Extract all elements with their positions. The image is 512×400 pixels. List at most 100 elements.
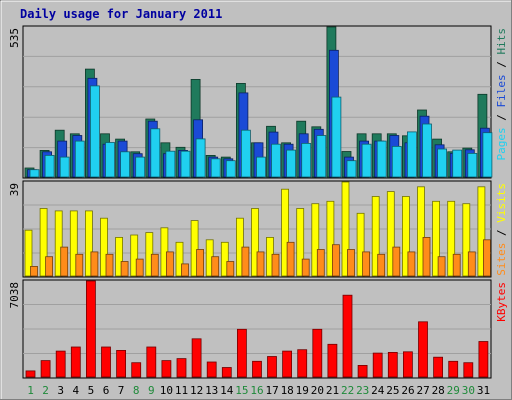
bar-kbytes-day-22 (342, 294, 353, 378)
bar-visits-day-21 (326, 200, 335, 277)
bar-visits-day-8 (130, 234, 139, 277)
bar-kbytes-day-7 (116, 349, 126, 378)
bar-visits-day-22 (341, 181, 350, 277)
bar-kbytes-day-29 (448, 360, 459, 378)
bar-pages-day-29 (452, 149, 463, 178)
x-tick-label-day-31: 31 (477, 384, 490, 397)
bar-pages-day-1 (29, 169, 40, 178)
bar-kbytes-day-30 (463, 362, 474, 378)
bar-visits-day-7 (115, 236, 123, 277)
x-tick-label-day-9: 9 (148, 384, 155, 397)
bar-kbytes-day-16 (252, 360, 262, 378)
bar-pages-day-24 (376, 140, 387, 178)
x-tick-label-day-15: 15 (235, 384, 248, 397)
bar-pages-day-22 (346, 160, 357, 178)
x-tick-label-day-13: 13 (205, 384, 218, 397)
x-tick-label-day-12: 12 (190, 384, 203, 397)
x-tick-label-day-28: 28 (432, 384, 445, 397)
bar-visits-day-26 (401, 196, 410, 277)
x-tick-label-day-10: 10 (160, 384, 173, 397)
legend-entry-pages: Pages (495, 127, 508, 160)
bar-pages-day-2 (44, 154, 55, 178)
bar-pages-day-18 (286, 149, 297, 178)
bar-kbytes-day-6 (101, 346, 111, 378)
bar-sites-day-27 (422, 236, 431, 277)
bar-sites-day-30 (467, 251, 476, 277)
x-tick-label-day-20: 20 (311, 384, 324, 397)
x-tick-label-day-30: 30 (462, 384, 475, 397)
panel-top-ymax-label: 535 (8, 28, 21, 48)
bar-sites-day-10 (165, 251, 174, 277)
x-tick-label-day-27: 27 (416, 384, 429, 397)
x-tick-label-day-24: 24 (371, 384, 385, 397)
x-tick-label-day-4: 4 (72, 384, 79, 397)
bar-sites-day-16 (256, 251, 265, 277)
bar-visits-day-19 (296, 208, 305, 277)
bar-sites-day-21 (331, 244, 340, 277)
bar-kbytes-day-17 (267, 356, 277, 378)
bar-sites-day-20 (316, 249, 325, 277)
bar-sites-day-17 (271, 253, 280, 277)
bar-visits-day-1 (24, 229, 33, 277)
bar-kbytes-day-18 (282, 350, 293, 378)
bar-pages-day-11 (180, 150, 191, 178)
x-tick-label-day-6: 6 (103, 384, 110, 397)
x-tick-label-day-7: 7 (118, 384, 125, 397)
legend-separator: / (495, 55, 508, 75)
bar-sites-day-7 (120, 261, 129, 277)
bar-pages-day-8 (135, 156, 146, 178)
panel-top-series-legend: Pages / Files / Hits (495, 28, 508, 161)
bar-kbytes-day-28 (433, 356, 444, 378)
panel-bottom-series-legend: KBytes (495, 282, 508, 322)
bar-pages-day-20 (316, 135, 327, 178)
panel-middle-series-legend: Sites / Visits (495, 183, 508, 276)
bar-sites-day-1 (30, 265, 38, 277)
bar-visits-day-4 (69, 210, 78, 277)
bar-kbytes-day-2 (40, 360, 51, 378)
x-tick-label-day-29: 29 (447, 384, 460, 397)
bar-sites-day-11 (181, 263, 189, 277)
bar-sites-day-12 (196, 249, 205, 277)
x-tick-label-day-5: 5 (88, 384, 95, 397)
bar-kbytes-day-31 (478, 341, 489, 378)
bar-sites-day-5 (90, 251, 99, 277)
bar-sites-day-31 (482, 239, 491, 277)
x-tick-label-day-19: 19 (296, 384, 309, 397)
bar-pages-day-16 (256, 156, 266, 178)
bar-kbytes-day-3 (55, 350, 66, 378)
bar-kbytes-day-5 (86, 280, 96, 378)
bar-sites-day-4 (75, 253, 84, 277)
panel-top: 535 Pages / Files / Hits (8, 25, 508, 179)
bar-sites-day-26 (407, 251, 416, 277)
bar-pages-day-3 (59, 156, 70, 178)
bar-sites-day-28 (437, 256, 446, 277)
legend-separator: / (495, 223, 508, 243)
x-tick-label-day-17: 17 (265, 384, 278, 397)
bar-visits-day-5 (85, 210, 93, 277)
bar-visits-day-23 (356, 212, 365, 277)
bar-visits-day-27 (417, 186, 425, 277)
x-tick-label-day-14: 14 (220, 384, 234, 397)
bar-sites-day-14 (226, 261, 235, 277)
bar-kbytes-day-19 (297, 349, 308, 378)
bar-sites-day-6 (105, 253, 114, 277)
bar-pages-day-5 (90, 85, 100, 178)
bar-sites-day-24 (377, 253, 386, 277)
bar-kbytes-day-10 (161, 360, 172, 378)
legend-entry-sites: Sites (495, 243, 508, 276)
bar-kbytes-day-13 (206, 361, 217, 378)
bar-pages-day-26 (406, 131, 417, 178)
bar-sites-day-29 (452, 253, 461, 277)
bar-sites-day-25 (392, 246, 401, 277)
bar-pages-day-21 (331, 96, 342, 178)
legend-entry-files: Files (495, 74, 508, 107)
bar-sites-day-15 (241, 246, 250, 277)
x-tick-label-day-11: 11 (175, 384, 188, 397)
legend-separator: / (495, 108, 508, 128)
legend-entry-kbytes: KBytes (495, 282, 508, 322)
bar-visits-day-6 (100, 217, 108, 277)
panels: 535 Pages / Files / Hits 39 Sites / Visits 7… (8, 25, 508, 379)
legend-entry-visits: Visits (495, 183, 508, 223)
bar-kbytes-day-21 (327, 343, 338, 378)
